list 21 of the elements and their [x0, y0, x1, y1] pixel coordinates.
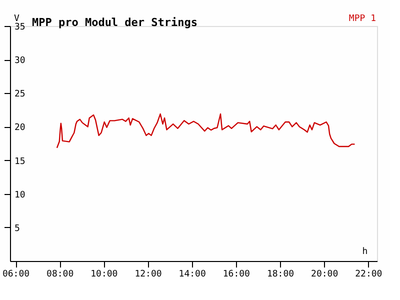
x-tick-label: 18:00 [266, 270, 294, 280]
y-tick-label: 25 [14, 90, 26, 100]
y-tick-label: 10 [14, 190, 26, 200]
text: MPP 1 [348, 14, 376, 24]
x-tick-label: 16:00 [222, 270, 250, 280]
y-tick-label: 15 [14, 156, 26, 167]
x-tick-label: 08:00 [46, 270, 74, 280]
x-tick-label: 10:00 [90, 270, 118, 280]
x-tick-label: 12:00 [134, 270, 162, 280]
y-tick-label: 20 [14, 123, 26, 134]
x-tick-label: 14:00 [178, 270, 206, 280]
line-series [56, 113, 356, 148]
x-tick-label: 06:00 [2, 270, 30, 280]
y-tick-label: 35 [14, 22, 26, 32]
chart-title: MPP pro Modul der Strings [32, 16, 198, 29]
x-tick-label: 22:00 [355, 270, 382, 280]
y-tick-label: 5 [14, 224, 20, 234]
y-axis-title: V [14, 14, 20, 24]
x-axis-title: h [362, 247, 368, 257]
x-tick-label: 20:00 [311, 270, 338, 280]
y-tick-label: 30 [14, 56, 26, 66]
